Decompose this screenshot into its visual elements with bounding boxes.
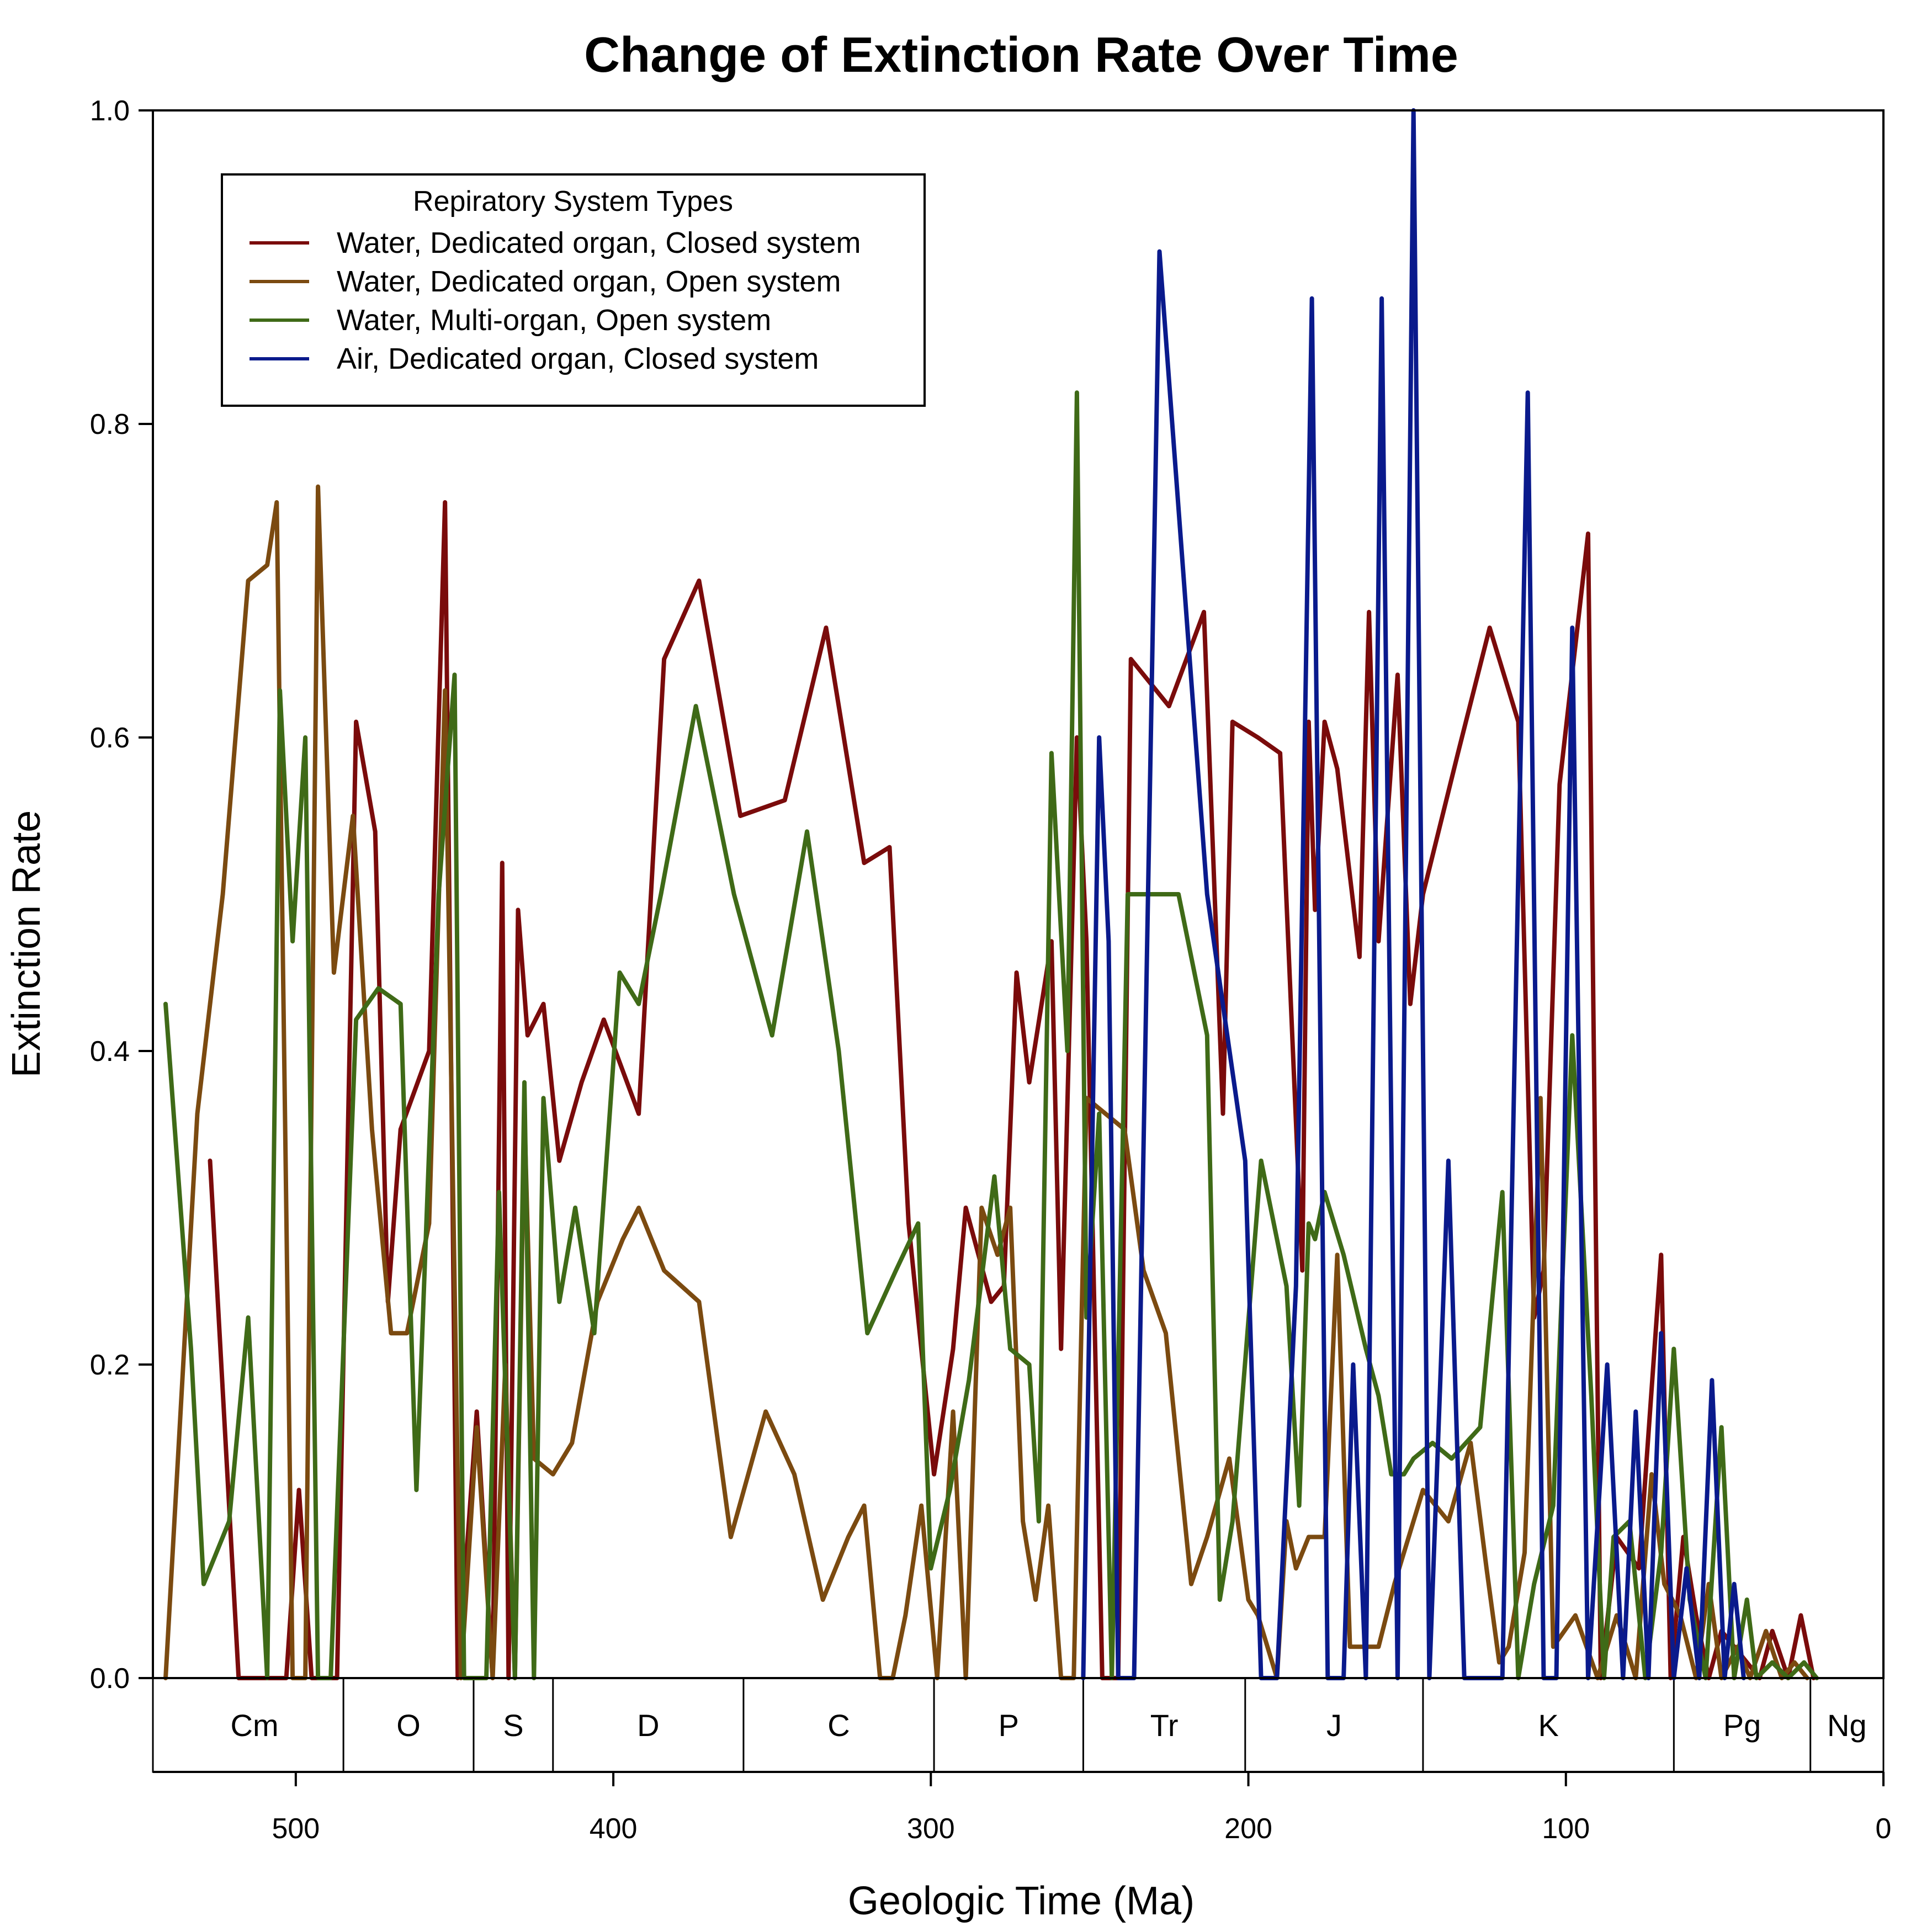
series-line-4	[1081, 108, 1746, 1680]
period-label-s: S	[503, 1708, 523, 1743]
period-label-p: P	[999, 1708, 1019, 1743]
y-axis-title: Extinction Rate	[4, 810, 49, 1078]
period-label-k: K	[1538, 1708, 1558, 1743]
series-group	[163, 108, 1819, 1680]
legend-items: Water, Dedicated organ, Closed system Wat…	[250, 226, 861, 375]
period-label-d: D	[637, 1708, 659, 1743]
y-tick-label: 0.0	[90, 1663, 130, 1695]
period-label-c: C	[827, 1708, 850, 1743]
period-label-cm: Cm	[231, 1708, 279, 1743]
x-tick-label: 200	[1224, 1813, 1272, 1845]
y-tick-label: 0.2	[90, 1349, 130, 1381]
legend-box	[221, 173, 926, 407]
legend-title: Repiratory System Types	[413, 185, 733, 217]
x-tick-label: 300	[907, 1813, 955, 1845]
period-label-j: J	[1326, 1708, 1342, 1743]
x-tick-label: 400	[590, 1813, 638, 1845]
legend-label-2: Water, Dedicated organ, Open system	[337, 265, 841, 298]
x-axis-title: Geologic Time (Ma)	[848, 1879, 1195, 1923]
axes: 0.0 0.2 0.4 0.6 0.8 1.0 500 400 300 200 100 0	[90, 95, 1892, 1845]
y-tick-label: 0.8	[90, 408, 130, 440]
period-label-ng: Ng	[1827, 1708, 1867, 1743]
y-tick-label: 0.4	[90, 1036, 130, 1068]
y-tick-label: 0.6	[90, 722, 130, 754]
series-line-3	[163, 390, 1819, 1680]
period-label-pg: Pg	[1723, 1708, 1761, 1743]
period-label-tr: Tr	[1150, 1708, 1179, 1743]
legend-label-3: Water, Multi-organ, Open system	[337, 304, 771, 337]
legend: Repiratory System Types Water, Dedicated…	[221, 173, 926, 407]
period-band-frame	[152, 1677, 1885, 1773]
legend-label-4: Air, Dedicated organ, Closed system	[337, 342, 819, 375]
y-tick-label: 1.0	[90, 95, 130, 127]
legend-label-1: Water, Dedicated organ, Closed system	[337, 226, 861, 259]
x-tick-label: 0	[1876, 1813, 1892, 1845]
plot-frame	[152, 109, 1885, 1679]
period-label-o: O	[396, 1708, 421, 1743]
x-tick-label: 500	[272, 1813, 320, 1845]
x-tick-label: 100	[1542, 1813, 1590, 1845]
period-band: Cm O S D C P Tr J K Pg Ng	[152, 1677, 1885, 1773]
chart-title: Change of Extinction Rate Over Time	[584, 28, 1458, 83]
